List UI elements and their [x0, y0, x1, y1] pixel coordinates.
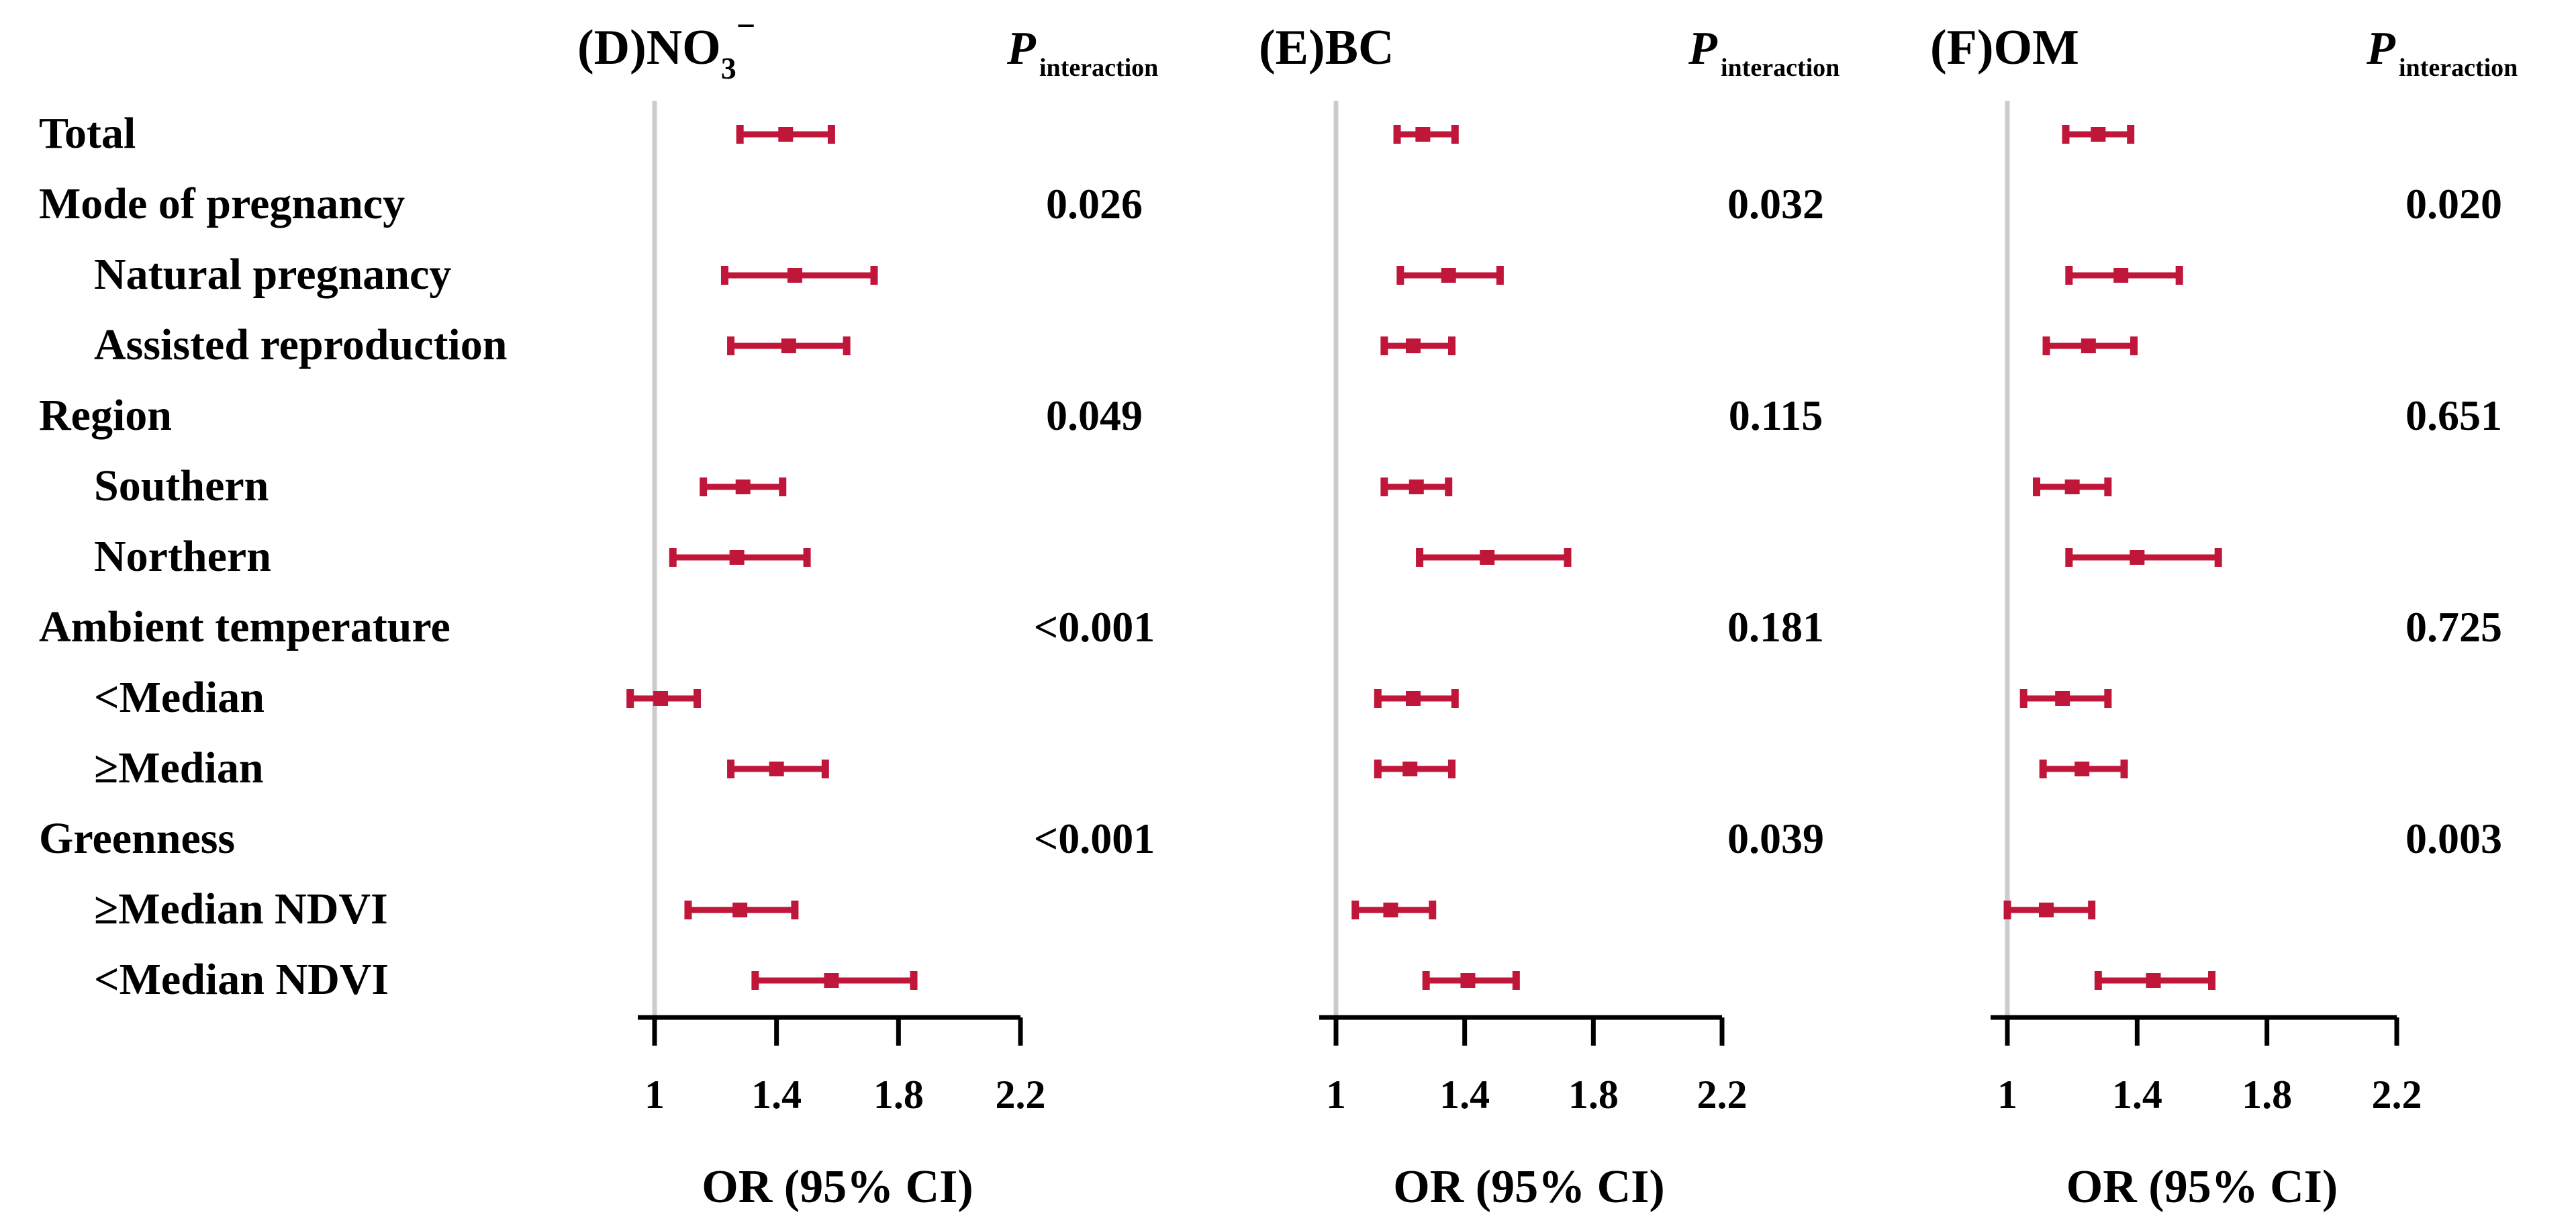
p-interaction-subscript: interaction [1039, 54, 1158, 82]
row-label: Assisted reproduction [94, 320, 507, 369]
x-tick-label: 1.4 [1439, 1073, 1490, 1117]
x-tick-label: 1 [1326, 1073, 1346, 1117]
or-point [778, 127, 794, 142]
or-point [1415, 127, 1431, 142]
x-tick-label: 2.2 [2372, 1073, 2422, 1117]
or-point [781, 338, 796, 353]
x-tick-label: 1.4 [2112, 1073, 2162, 1117]
or-point [1441, 268, 1456, 283]
p-value: 0.026 [1046, 180, 1143, 228]
or-point [1406, 338, 1421, 353]
or-point [1409, 480, 1424, 494]
or-point [1460, 973, 1476, 988]
x-tick-label: 2.2 [1697, 1073, 1748, 1117]
x-axis-label: OR (95% CI) [1393, 1161, 1664, 1213]
panel-superscript: − [736, 7, 756, 44]
or-point [2130, 550, 2145, 565]
row-label: Total [39, 109, 136, 158]
panel-letter: (D) [577, 20, 647, 75]
or-point [732, 903, 748, 917]
row-labels: Total Mode of pregnancy Natural pregnancy A… [39, 109, 507, 1004]
or-point [2074, 762, 2090, 776]
x-tick-label: 1.8 [873, 1073, 924, 1117]
panel-letter: (F) [1930, 20, 1994, 75]
row-label: <Median [94, 673, 265, 722]
panel-subscript: 3 [721, 51, 736, 85]
p-value: 0.181 [1727, 603, 1824, 651]
or-point [824, 973, 839, 988]
row-label: Natural pregnancy [94, 250, 451, 299]
p-interaction-subscript: interaction [1721, 54, 1840, 82]
row-label: Region [39, 391, 172, 440]
panel-letter: (E) [1259, 20, 1325, 75]
p-interaction-header: P [1688, 23, 1718, 75]
or-point [2081, 338, 2096, 353]
x-tick-label: 1 [645, 1073, 665, 1117]
row-label: Northern [94, 532, 271, 581]
row-label: ≥Median NDVI [94, 884, 388, 933]
p-value: 0.032 [1727, 180, 1824, 228]
x-tick-label: 1.8 [2242, 1073, 2292, 1117]
p-value: 0.049 [1046, 392, 1143, 439]
or-point [1402, 762, 1418, 776]
p-interaction-header: P [1006, 23, 1037, 75]
or-point [2146, 973, 2161, 988]
row-label: Ambient temperature [39, 602, 450, 651]
x-tick-label: 1.4 [751, 1073, 802, 1117]
p-value: 0.651 [2405, 392, 2502, 439]
x-axis-label: OR (95% CI) [2066, 1161, 2338, 1213]
panel-title: (F)OM [1930, 20, 2079, 75]
p-interaction-header: P [2366, 23, 2396, 75]
panel-title: (D)NO3− [577, 7, 755, 85]
p-value: 0.725 [2405, 603, 2502, 651]
x-tick-label: 1 [1997, 1073, 2017, 1117]
panel-pollutant: OM [1994, 20, 2079, 75]
or-point [2064, 480, 2080, 494]
or-point [2091, 127, 2106, 142]
p-value: 0.115 [1729, 392, 1823, 439]
p-value: <0.001 [1034, 603, 1155, 651]
row-label: <Median NDVI [94, 955, 389, 1004]
x-tick-label: 1.8 [1568, 1073, 1619, 1117]
or-point [2055, 691, 2070, 706]
row-label: ≥Median [94, 743, 264, 792]
p-value: 0.020 [2405, 180, 2502, 228]
x-tick-label: 2.2 [996, 1073, 1046, 1117]
or-point [2113, 268, 2129, 283]
p-interaction-subscript: interaction [2399, 54, 2518, 82]
row-label: Greenness [39, 814, 235, 863]
row-label: Southern [94, 461, 269, 510]
or-point [1480, 550, 1495, 565]
or-point [787, 268, 802, 283]
or-point [2039, 903, 2054, 917]
or-point [729, 550, 745, 565]
or-point [653, 691, 669, 706]
or-point [1406, 691, 1421, 706]
panel-title: (E)BC [1259, 20, 1394, 75]
p-value: 0.039 [1727, 815, 1824, 862]
panel-pollutant: BC [1325, 20, 1394, 75]
p-value: <0.001 [1034, 815, 1155, 862]
or-point [769, 762, 784, 776]
row-label: Mode of pregnancy [39, 179, 405, 228]
x-axis-label: OR (95% CI) [702, 1161, 973, 1213]
p-value: 0.003 [2405, 815, 2502, 862]
panel-pollutant: NO [647, 20, 721, 75]
or-point [1383, 903, 1398, 917]
or-point [735, 480, 751, 494]
